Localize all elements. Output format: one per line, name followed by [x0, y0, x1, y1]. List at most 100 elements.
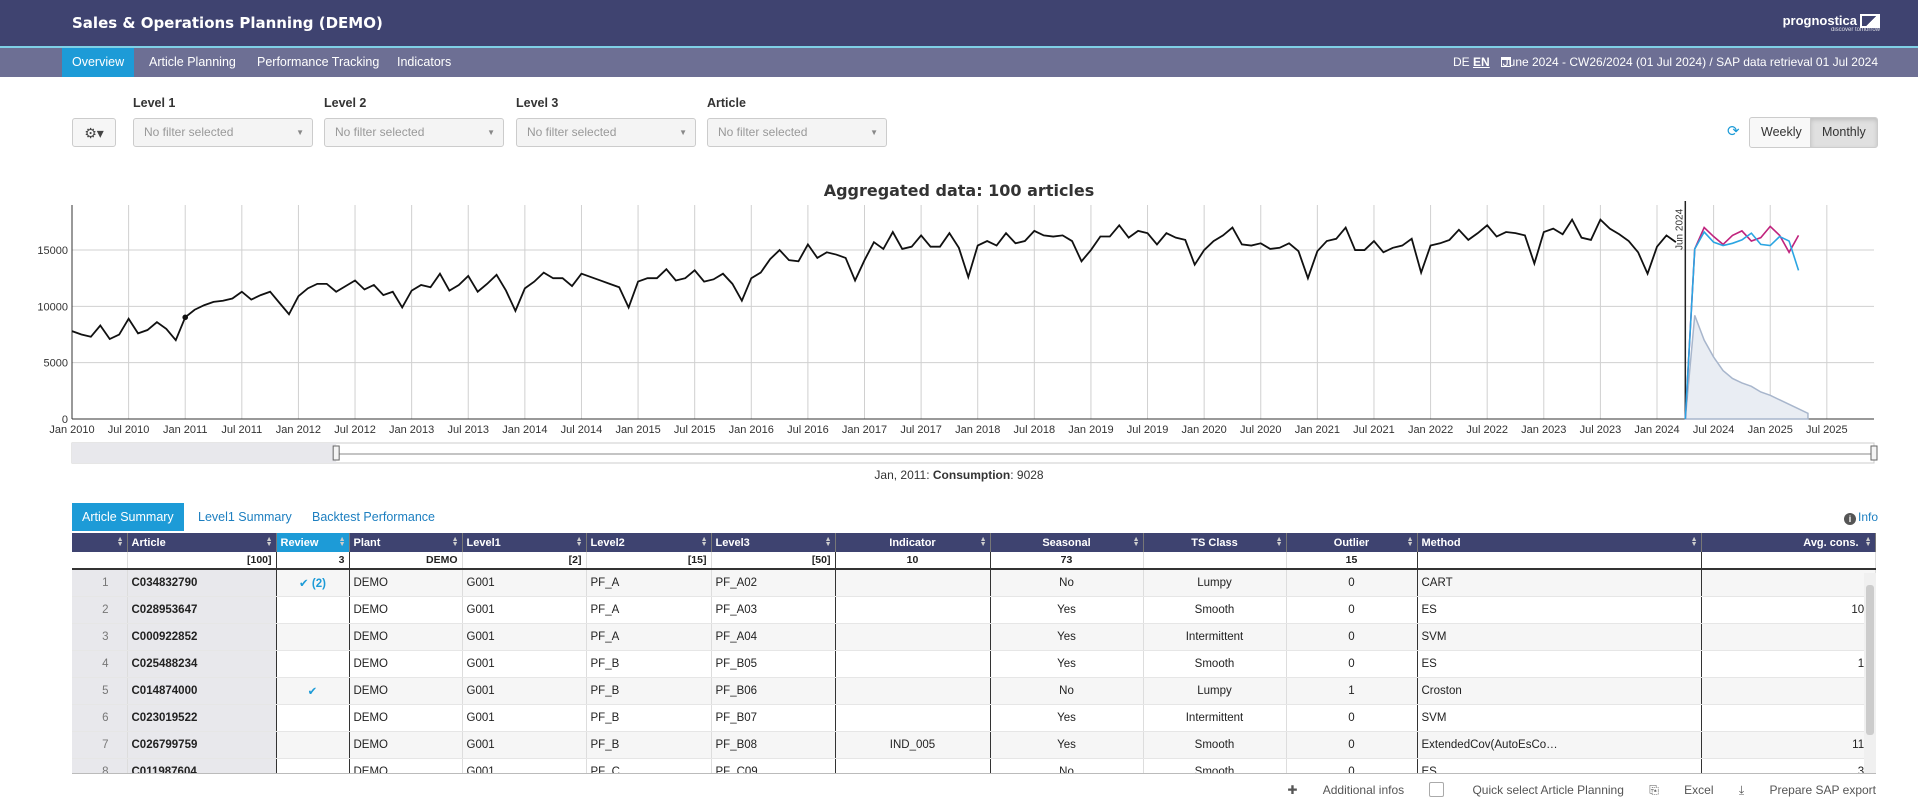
x-tick-label: Jul 2013 [447, 424, 489, 436]
filter-label-level3: Level 3 [516, 96, 559, 110]
sap-export-button[interactable]: ⤓ Prepare SAP export [1738, 783, 1876, 797]
lang-de[interactable]: DE [1453, 55, 1470, 69]
table-cell: 2 [72, 596, 128, 624]
total-cell: DEMO [349, 552, 463, 570]
table-cell: DEMO [349, 704, 463, 732]
x-tick-label: Jan 2013 [389, 424, 434, 436]
nav-tab-indicators[interactable]: Indicators [397, 55, 452, 69]
weekly-button[interactable]: Weekly [1749, 117, 1814, 148]
total-cell [1417, 552, 1702, 570]
nav-tab-article-planning[interactable]: Article Planning [149, 55, 236, 69]
table-cell: 34 [1701, 758, 1876, 773]
x-tick-label: Jul 2012 [334, 424, 376, 436]
table-cell: DEMO [349, 677, 463, 705]
x-tick-label: Jul 2014 [561, 424, 603, 436]
quick-select-checkbox[interactable]: Quick select Article Planning [1429, 782, 1624, 797]
table-row[interactable]: 8 C011987604 DEMO G001 PF_C PF_C09 No Smooth 0 ES… [72, 758, 1876, 773]
table-cell: 8 [1701, 569, 1876, 597]
app-title: Sales & Operations Planning (DEMO) [72, 14, 383, 32]
column-header[interactable]: Article ▲ ▼ [127, 533, 277, 552]
forecast-line-blue [1684, 230, 1800, 420]
tab-article-summary[interactable]: Article Summary [72, 503, 184, 531]
excel-export-button[interactable]: ⎘ Excel [1649, 783, 1714, 797]
additional-infos-button[interactable]: ✚ Additional infos [1287, 783, 1405, 797]
calendar-icon[interactable] [1501, 57, 1512, 67]
readout-label: Consumption [932, 468, 1011, 482]
refresh-icon[interactable]: ⟳ [1727, 123, 1740, 140]
x-tick-label: Jul 2018 [1014, 424, 1056, 436]
table-cell: ExtendedCov(AutoEsCo… [1417, 731, 1702, 759]
navigator-mask [72, 443, 337, 463]
x-tick-label: Jul 2015 [674, 424, 716, 436]
table-row[interactable]: 2 C028953647 DEMO G001 PF_A PF_A03 Yes Smooth 0 E… [72, 596, 1876, 624]
sort-icon: ▲ ▼ [1132, 536, 1140, 548]
column-header[interactable]: Plant ▲ ▼ [349, 533, 463, 552]
period-info: June 2024 - CW26/2024 (01 Jul 2024) / SA… [1502, 55, 1878, 69]
column-header[interactable]: TS Class ▲ ▼ [1143, 533, 1287, 552]
column-header[interactable]: Level1 ▲ ▼ [462, 533, 587, 552]
table-cell: PF_B [586, 677, 712, 705]
article-select[interactable]: No filter selected ▼ [707, 118, 887, 147]
table-cell: 7 [72, 731, 128, 759]
table-cell: C028953647 [127, 596, 277, 624]
x-tick-label: Jul 2021 [1353, 424, 1395, 436]
x-tick-label: Jan 2022 [1408, 424, 1453, 436]
hover-point [182, 314, 189, 321]
column-header[interactable]: Level3 ▲ ▼ [711, 533, 836, 552]
column-header[interactable]: Avg. cons. ▲ ▼ [1701, 533, 1876, 552]
sort-icon: ▲ ▼ [1275, 536, 1283, 548]
level1-select[interactable]: No filter selected ▼ [133, 118, 313, 147]
column-header[interactable]: Indicator ▲ ▼ [835, 533, 991, 552]
table-row[interactable]: 6 C023019522 DEMO G001 PF_B PF_B07 Yes Intermit… [72, 704, 1876, 732]
table-cell: ES [1417, 596, 1702, 624]
monthly-button[interactable]: Monthly [1810, 117, 1878, 148]
x-tick-label: Jan 2024 [1634, 424, 1679, 436]
table-row[interactable]: 7 C026799759 DEMO G001 PF_B PF_B08 IND_005 Yes S… [72, 731, 1876, 759]
table-cell: Yes [990, 704, 1144, 732]
nav-tab-overview[interactable]: Overview [62, 48, 135, 77]
column-header[interactable]: Level2 ▲ ▼ [586, 533, 712, 552]
caret-down-icon: ▼ [487, 128, 495, 137]
x-tick-label: Jan 2023 [1521, 424, 1566, 436]
table-cell: PF_A [586, 623, 712, 651]
table-cell: PF_A04 [711, 623, 836, 651]
table-row[interactable]: 5 C014874000 ✔ DEMO G001 PF_B PF_B06 No Lumpy 1 Cr… [72, 677, 1876, 705]
table-cell [276, 731, 350, 759]
sort-icon: ▲ ▼ [338, 536, 346, 548]
table-row[interactable]: 4 C025488234 DEMO G001 PF_B PF_B05 Yes Smooth 0 E… [72, 650, 1876, 678]
uncertainty-area [1684, 315, 1809, 420]
table-cell: SVM [1417, 623, 1702, 651]
info-link[interactable]: i Info [1843, 510, 1878, 525]
sort-icon: ▲ ▼ [700, 536, 708, 548]
table-cell: PF_C [586, 758, 712, 773]
column-header[interactable]: Review ▲ ▼ [276, 533, 350, 552]
column-header[interactable]: Seasonal ▲ ▼ [990, 533, 1144, 552]
level3-select[interactable]: No filter selected ▼ [516, 118, 696, 147]
table-cell: 1 [1701, 704, 1876, 732]
x-tick-label: Jan 2020 [1182, 424, 1227, 436]
column-header[interactable]: Method ▲ ▼ [1417, 533, 1702, 552]
table-cell [835, 569, 991, 597]
table-scrollbar[interactable] [1864, 573, 1876, 773]
table-row[interactable]: 3 C000922852 DEMO G001 PF_A PF_A04 Yes Intermit… [72, 623, 1876, 651]
table-cell: G001 [462, 569, 587, 597]
x-tick-label: Jan 2017 [842, 424, 887, 436]
table-cell: Intermittent [1143, 704, 1287, 732]
x-tick-label: Jul 2025 [1806, 424, 1848, 436]
settings-button[interactable]: ⚙▾ [72, 118, 116, 147]
filter-label-article: Article [707, 96, 746, 110]
aggregated-chart[interactable]: Jan 2010 Jul 2010 Jan 2011 Jul 2011 Jan 2012… [0, 195, 1918, 470]
lang-en[interactable]: EN [1473, 55, 1490, 69]
table-cell: ✔ [276, 677, 350, 705]
tab-backtest-performance[interactable]: Backtest Performance [312, 510, 435, 524]
column-header[interactable]: ▲ ▼ [72, 533, 128, 552]
level2-select[interactable]: No filter selected ▼ [324, 118, 504, 147]
table-cell: PF_A03 [711, 596, 836, 624]
table-row[interactable]: 1 C034832790 ✔ (2) DEMO G001 PF_A PF_A02 No Lump… [72, 569, 1876, 597]
table-cell [835, 704, 991, 732]
tab-level1-summary[interactable]: Level1 Summary [198, 510, 292, 524]
nav-tab-performance-tracking[interactable]: Performance Tracking [257, 55, 380, 69]
table-cell: C014874000 [127, 677, 277, 705]
column-header[interactable]: Outlier ▲ ▼ [1286, 533, 1418, 552]
table-cell [835, 758, 991, 773]
